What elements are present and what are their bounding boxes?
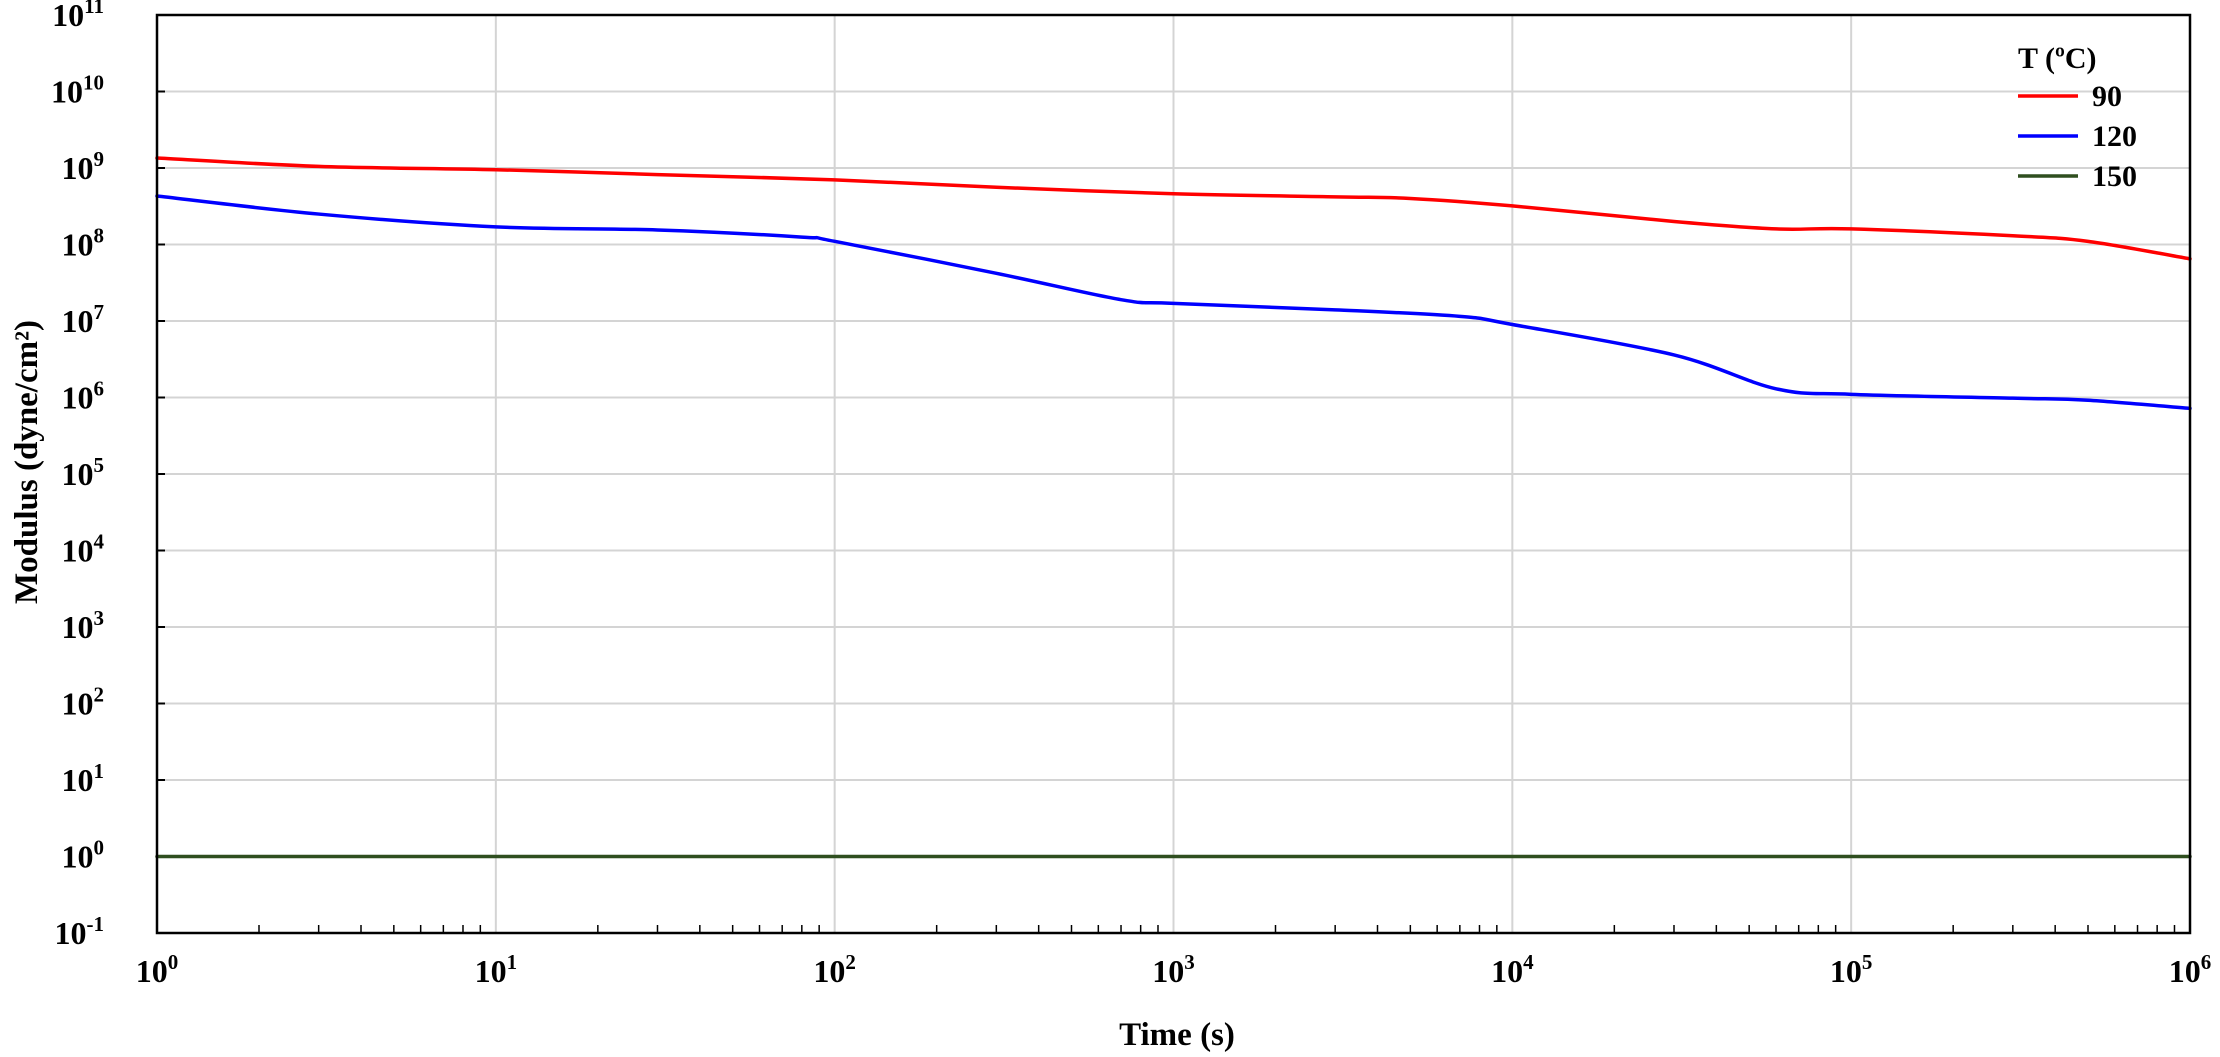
- legend-label-150: 150: [2092, 160, 2137, 193]
- y-tick-label: 106: [62, 377, 105, 416]
- x-minor-ticks: [157, 14, 2176, 934]
- y-tick-label: 105: [62, 453, 105, 492]
- x-tick-label: 101: [475, 950, 518, 989]
- y-tick-label: 107: [62, 300, 105, 339]
- grid-lines: [156, 14, 2191, 934]
- y-tick-label: 104: [62, 530, 105, 569]
- x-axis-label: Time (s): [1119, 1017, 1235, 1053]
- legend-label-120: 120: [2092, 120, 2137, 153]
- y-tick-label: 100: [62, 836, 105, 875]
- y-axis-tick-labels: 10-1 100 101 102 103 104 105 106 107 108 109 1010 10…: [51, 0, 105, 951]
- legend: T (ºC) 90 120 150: [2018, 42, 2137, 193]
- x-tick-label: 105: [1830, 950, 1873, 989]
- x-tick-label: 102: [813, 950, 856, 989]
- legend-label-90: 90: [2092, 80, 2122, 113]
- x-tick-label: 106: [2169, 950, 2212, 989]
- series-line-90: [155, 156, 2192, 261]
- y-tick-label: 10-1: [55, 912, 105, 951]
- y-tick-label: 101: [62, 759, 105, 798]
- y-tick-label: 1011: [52, 0, 104, 33]
- y-tick-label: 102: [62, 683, 105, 722]
- x-tick-label: 103: [1152, 950, 1195, 989]
- series-line-120: [155, 194, 2192, 411]
- legend-title: T (ºC): [2018, 42, 2097, 75]
- y-axis-label: Modulus (dyne/cm²): [9, 320, 45, 604]
- y-tick-label: 1010: [51, 71, 104, 110]
- x-tick-label: 104: [1491, 950, 1534, 989]
- plot-area-frame: [155, 13, 2192, 935]
- y-tick-label: 109: [62, 147, 105, 186]
- x-axis-tick-labels: 100 101 102 103 104 105 106: [136, 950, 2212, 989]
- y-tick-label: 108: [62, 224, 105, 263]
- series-lines: [155, 156, 2192, 859]
- y-tick-label: 103: [62, 606, 105, 645]
- x-tick-label: 100: [136, 950, 179, 989]
